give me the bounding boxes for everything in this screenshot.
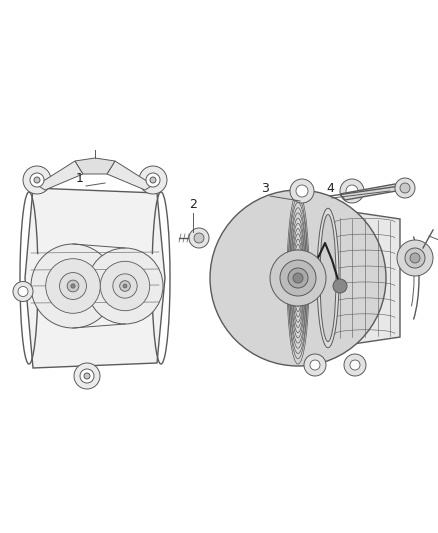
Circle shape	[346, 185, 358, 197]
Circle shape	[13, 281, 33, 302]
Circle shape	[80, 369, 94, 383]
Circle shape	[46, 259, 100, 313]
Circle shape	[400, 183, 410, 193]
Text: 3: 3	[261, 182, 269, 195]
Circle shape	[304, 354, 326, 376]
Ellipse shape	[320, 214, 336, 342]
Circle shape	[333, 279, 347, 293]
Circle shape	[84, 373, 90, 379]
Polygon shape	[37, 161, 83, 190]
Polygon shape	[107, 161, 153, 190]
Circle shape	[405, 248, 425, 268]
Circle shape	[113, 274, 137, 298]
Circle shape	[30, 173, 44, 187]
Circle shape	[293, 273, 303, 283]
Text: 4: 4	[326, 182, 334, 195]
Circle shape	[67, 280, 79, 292]
Circle shape	[310, 360, 320, 370]
Circle shape	[397, 240, 433, 276]
Circle shape	[23, 166, 51, 194]
Circle shape	[34, 177, 40, 183]
Circle shape	[71, 284, 75, 288]
Circle shape	[194, 233, 204, 243]
Text: 2: 2	[189, 198, 197, 212]
Circle shape	[60, 272, 86, 300]
Circle shape	[87, 248, 163, 324]
Polygon shape	[340, 184, 402, 200]
Circle shape	[288, 268, 308, 288]
Circle shape	[350, 360, 360, 370]
Polygon shape	[25, 188, 165, 368]
Circle shape	[189, 228, 209, 248]
Circle shape	[290, 179, 314, 203]
Circle shape	[410, 253, 420, 263]
Circle shape	[150, 177, 156, 183]
Ellipse shape	[317, 208, 339, 348]
Circle shape	[270, 250, 326, 306]
Circle shape	[340, 179, 364, 203]
Circle shape	[146, 173, 160, 187]
Polygon shape	[75, 158, 115, 174]
Circle shape	[139, 166, 167, 194]
Circle shape	[100, 261, 150, 311]
Text: 1: 1	[76, 172, 84, 184]
Circle shape	[123, 284, 127, 288]
Circle shape	[120, 281, 131, 292]
Circle shape	[18, 287, 28, 296]
Circle shape	[31, 244, 115, 328]
Circle shape	[74, 363, 100, 389]
Circle shape	[344, 354, 366, 376]
Circle shape	[395, 178, 415, 198]
Circle shape	[296, 185, 308, 197]
Circle shape	[280, 260, 316, 296]
Polygon shape	[328, 208, 400, 348]
Circle shape	[210, 190, 386, 366]
